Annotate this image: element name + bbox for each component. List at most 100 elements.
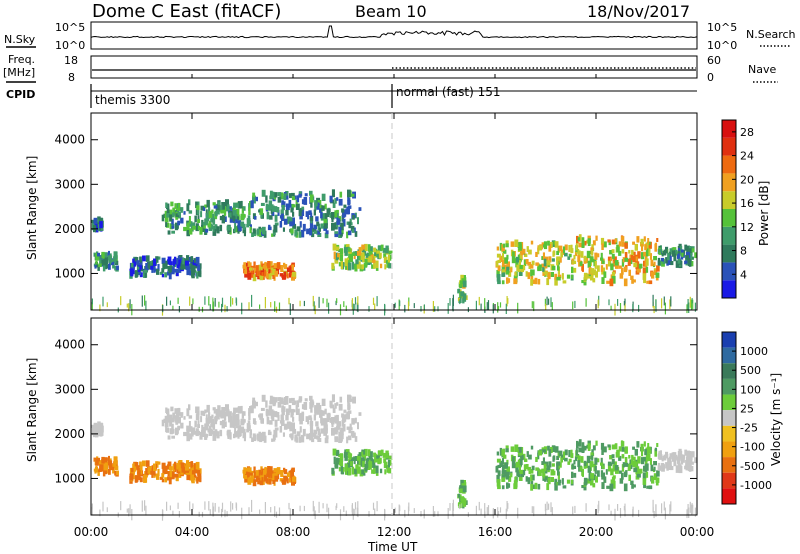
power-cell	[552, 250, 556, 256]
velocity-cell	[356, 466, 361, 474]
velocity-cell	[261, 394, 266, 402]
power-cell	[501, 269, 506, 274]
velocity-cell	[383, 458, 387, 463]
velocity-cell	[611, 458, 615, 465]
velocity-cell	[595, 440, 598, 446]
velocity-cell	[298, 398, 302, 403]
velocity-cell	[289, 508, 291, 520]
velocity-cell	[106, 507, 108, 513]
velocity-cell	[171, 435, 175, 439]
power-cell	[367, 244, 371, 252]
power-cell	[353, 254, 356, 260]
velocity-cell	[518, 458, 522, 467]
velocity-cell	[316, 411, 320, 415]
power-cell	[547, 240, 550, 246]
power-cell	[459, 280, 463, 284]
power-cell	[499, 302, 502, 308]
velocity-cell	[166, 413, 170, 418]
velocity-cell	[247, 477, 252, 485]
power-cell	[269, 195, 273, 200]
velocity-cell	[167, 435, 171, 440]
power-cell	[210, 213, 215, 220]
power-cell	[196, 205, 200, 211]
velocity-cell	[172, 412, 175, 419]
x-tick-label: 00:00	[680, 525, 715, 539]
power-cell	[157, 256, 161, 260]
power-cell	[501, 259, 505, 267]
velocity-cell	[423, 509, 425, 516]
nsearch-tick-bottom: 10^0	[707, 39, 737, 52]
velocity-cell	[217, 415, 220, 420]
velocity-cell	[164, 477, 168, 483]
velocity-cell	[113, 462, 117, 469]
velocity-cell	[343, 506, 345, 512]
power-cell	[186, 229, 190, 237]
velocity-cell	[533, 506, 535, 517]
velocity-cell	[174, 473, 179, 478]
power-cell	[547, 272, 551, 280]
power-cell	[621, 267, 624, 275]
velocity-cell	[376, 455, 380, 459]
power-cell	[274, 270, 279, 277]
power-cell	[546, 278, 550, 286]
velocity-cell	[229, 420, 234, 428]
velocity-cell	[649, 458, 652, 465]
power-cell	[214, 224, 218, 232]
power-cell	[209, 304, 211, 310]
power-cell	[660, 257, 665, 262]
velocity-cell	[637, 456, 641, 464]
velocity-cell	[191, 470, 196, 478]
power-cell	[327, 213, 330, 217]
velocity-cell	[204, 501, 206, 510]
velocity-cell	[347, 412, 350, 420]
velocity-cell	[603, 446, 607, 453]
power-cell	[236, 203, 239, 208]
power-cell	[101, 251, 105, 259]
power-cell	[294, 232, 297, 237]
power-cell	[165, 260, 168, 269]
power-cell	[252, 274, 257, 282]
velocity-cell	[558, 450, 563, 456]
velocity-cell	[339, 396, 343, 403]
power-cell	[324, 232, 329, 239]
power-cell	[280, 265, 284, 272]
velocity-cell	[432, 506, 434, 517]
velocity-cell	[166, 501, 168, 511]
power-cell	[289, 193, 292, 199]
power-cell	[621, 249, 625, 254]
velocity-cell	[215, 410, 220, 416]
power-cell	[338, 226, 342, 235]
velocity-cell	[247, 467, 252, 476]
power-cell	[623, 301, 625, 306]
power-cell	[130, 268, 134, 276]
velocity-cell	[204, 409, 207, 414]
velocity-cell	[262, 433, 266, 440]
power-cell	[347, 262, 352, 271]
velocity-cell	[544, 503, 546, 512]
power-cell	[654, 242, 657, 247]
velocity-cell	[364, 463, 368, 472]
velocity-colorbar-segment	[722, 457, 736, 473]
power-cell	[103, 252, 108, 260]
power-colorbar-tick-label: 8	[740, 245, 747, 258]
power-cell	[200, 211, 203, 218]
power-cell	[557, 274, 562, 279]
power-cell	[233, 228, 236, 232]
power-cell	[531, 260, 535, 266]
velocity-cell	[236, 421, 239, 426]
power-cell	[191, 265, 196, 273]
power-cell	[574, 300, 576, 308]
power-cell	[362, 267, 366, 271]
power-cell	[361, 244, 366, 250]
power-cell	[196, 201, 200, 206]
power-cell	[292, 211, 295, 217]
velocity-cell	[189, 468, 192, 474]
power-cell	[247, 262, 252, 271]
velocity-cell	[283, 398, 287, 405]
velocity-cell	[199, 431, 203, 440]
power-cell	[564, 244, 568, 251]
velocity-cell	[212, 431, 215, 437]
power-cell	[197, 225, 201, 231]
power-cell	[167, 230, 171, 235]
velocity-cell	[646, 463, 649, 471]
